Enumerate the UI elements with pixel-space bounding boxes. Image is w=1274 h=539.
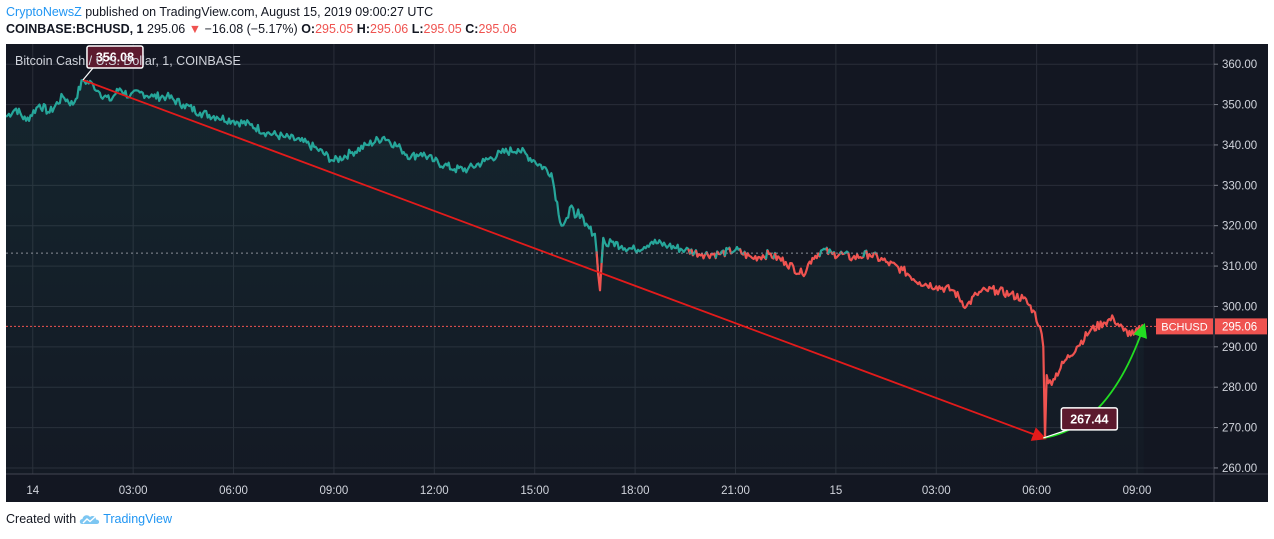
- chart-header: CryptoNewsZ published on TradingView.com…: [6, 4, 1268, 38]
- annotation-pointer: [82, 67, 94, 81]
- area-fill: [6, 80, 1144, 475]
- down-trend-line: [82, 79, 1047, 441]
- series-line-down: [694, 249, 708, 260]
- y-tick-label: 320.00: [1222, 221, 1257, 233]
- x-tick-label: 06:00: [219, 485, 248, 497]
- price-chart[interactable]: 356.08 267.44 260.00 270.00 280.00 290.00 300…: [6, 44, 1268, 502]
- y-tick-label: 310.00: [1222, 261, 1257, 273]
- y-tick-label: 350.00: [1222, 100, 1257, 112]
- annotation-box: [1060, 407, 1119, 431]
- tradingview-cloud-icon: [79, 515, 100, 524]
- x-tick-label: 18:00: [621, 485, 650, 497]
- series-line-up: [600, 236, 691, 263]
- x-tick-label: 12:00: [420, 485, 449, 497]
- tradingview-link[interactable]: TradingView: [76, 512, 172, 526]
- series-line-down: [743, 249, 769, 262]
- area-fill-path: [6, 80, 1144, 475]
- x-tick-label: 21:00: [721, 485, 750, 497]
- series-line-up: [6, 79, 600, 276]
- publish-line: CryptoNewsZ published on TradingView.com…: [6, 4, 1268, 21]
- y-tick-label: 290.00: [1222, 342, 1257, 354]
- y-tick-label: 340.00: [1222, 140, 1257, 152]
- series-line-down: [874, 252, 1145, 440]
- low-value: 295.05: [423, 22, 462, 36]
- symbol-line: COINBASE:BCHUSD, 1 295.06 ▼ −16.08 (−5.1…: [6, 21, 1268, 38]
- chart-title: Bitcoin Cash / U.S. Dollar, 1, COINBASE: [15, 54, 241, 68]
- high-value: 295.06: [370, 22, 409, 36]
- axes: 260.00 270.00 280.00 290.00 300.00 310.00 320.…: [6, 44, 1268, 502]
- y-tick-label: 360.00: [1222, 59, 1257, 71]
- tradingview-brand: TradingView: [103, 512, 172, 526]
- x-tick-label: 09:00: [320, 485, 349, 497]
- x-tick-label: 06:00: [1022, 485, 1051, 497]
- annotation-box: [86, 45, 144, 69]
- y-tick-label: 280.00: [1222, 382, 1257, 394]
- chart-canvas[interactable]: 356.08 267.44 260.00 270.00 280.00 290.00 300…: [6, 44, 1268, 502]
- y-tick-label: 330.00: [1222, 180, 1257, 192]
- high-label: H:: [356, 22, 370, 36]
- y-tick-label: 260.00: [1222, 463, 1257, 475]
- symbol-tag-box: [1156, 318, 1213, 335]
- open-value: 295.05: [315, 22, 354, 36]
- annotation-label: 356.08: [96, 51, 134, 65]
- y-tick-label: 270.00: [1222, 423, 1257, 435]
- down-arrow-icon: ▼: [188, 22, 202, 36]
- trend-lines: [6, 79, 1214, 441]
- x-tick-label: 09:00: [1123, 485, 1152, 497]
- author-link[interactable]: CryptoNewsZ: [6, 5, 82, 19]
- x-tick-label: 14: [26, 485, 39, 497]
- series-line-down: [847, 251, 866, 262]
- created-with-text: Created with: [6, 512, 77, 526]
- symbol-tag-label: BCHUSD: [1161, 321, 1208, 333]
- close-value: 295.06: [478, 22, 517, 36]
- x-tick-label: 15: [829, 485, 842, 497]
- close-label: C:: [465, 22, 479, 36]
- series-line-down: [773, 250, 823, 278]
- price-annotations: 356.08 267.44: [82, 45, 1119, 439]
- published-text: published on TradingView.com, August 15,…: [85, 5, 434, 19]
- footer: Created with TradingView: [6, 512, 172, 526]
- low-label: L:: [411, 22, 424, 36]
- current-price-tag-label: 295.06: [1222, 321, 1257, 333]
- last-price: 295.06: [147, 22, 186, 36]
- x-tick-label: 15:00: [520, 485, 549, 497]
- x-tick-label: 03:00: [119, 485, 148, 497]
- annotation-label: 267.44: [1070, 412, 1108, 426]
- annotation-pointer: [1043, 429, 1068, 439]
- y-tick-label: 300.00: [1222, 301, 1257, 313]
- open-label: O:: [301, 22, 316, 36]
- price-change: −16.08 (−5.17%): [204, 22, 298, 36]
- symbol-name: COINBASE:BCHUSD, 1: [6, 22, 144, 36]
- up-trend-line: [1043, 322, 1147, 439]
- x-tick-label: 03:00: [922, 485, 951, 497]
- current-price-tag-box: [1215, 318, 1267, 335]
